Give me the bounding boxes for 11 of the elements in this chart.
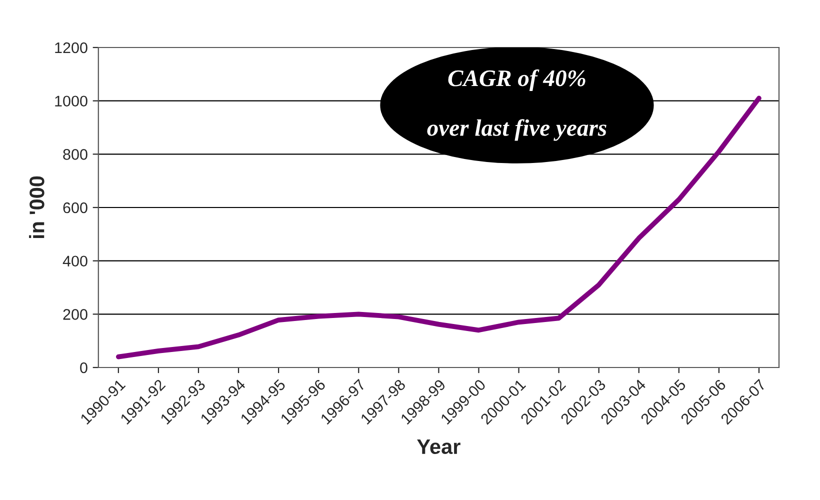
y-tick-label: 800 [63, 149, 88, 160]
y-tick-label: 400 [62, 256, 88, 267]
y-tick-label: 600 [63, 202, 88, 214]
annotation: CAGR of 40% over last five years [427, 69, 606, 141]
x-axis-title: Year [417, 440, 460, 454]
y-tick-label: 1000 [55, 96, 88, 107]
line-series [116, 96, 762, 360]
y-tick-label: 0 [80, 362, 88, 374]
y-tick-label: 1200 [55, 42, 88, 54]
y-axis-title: in '000 [29, 176, 44, 238]
y-tick-label: 200 [63, 309, 88, 320]
